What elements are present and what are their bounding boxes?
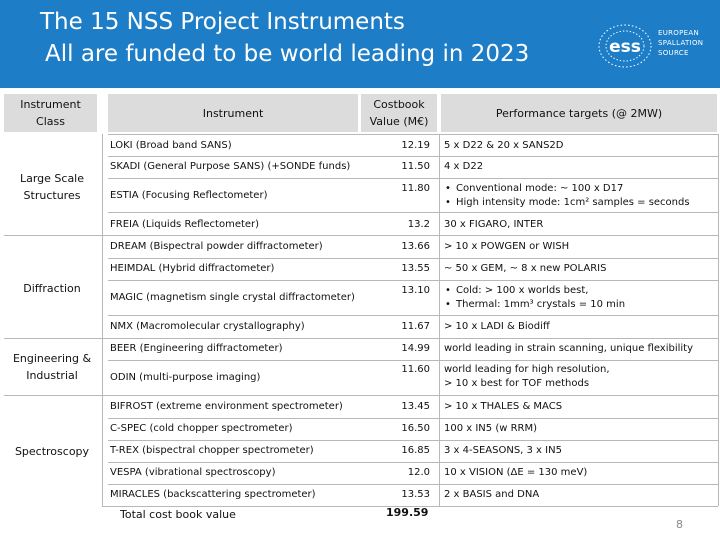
performance-target-list: Cold: > 100 x worlds best, Thermal: 1mm³… <box>444 284 625 312</box>
table-rule <box>108 280 718 281</box>
header-instrument: Instrument <box>108 94 358 132</box>
cost-value: 14.99 <box>401 343 430 354</box>
performance-target: 10 x VISION (ΔE = 130 meV) <box>444 467 588 478</box>
title-banner: The 15 NSS Project Instruments All are f… <box>0 0 720 88</box>
table-rule <box>108 156 718 157</box>
instrument-name: BEER (Engineering diffractometer) <box>110 343 283 354</box>
table-rule <box>108 440 718 441</box>
performance-target: 100 x IN5 (w RRM) <box>444 423 538 434</box>
ess-logo-mark-icon: ess <box>598 24 652 68</box>
header-performance-targets-label: Performance targets (@ 2MW) <box>495 106 663 120</box>
cost-value: 13.10 <box>401 285 430 296</box>
instrument-name: C-SPEC (cold chopper spectrometer) <box>110 423 293 434</box>
cost-value: 13.45 <box>401 401 430 412</box>
table-rule <box>108 484 718 485</box>
performance-target-item: Conventional mode: ~ 100 x D17 <box>444 182 690 196</box>
header-instrument-class-label: Instrument Class <box>20 98 81 128</box>
ess-logo: ess EUROPEAN SPALLATION SOURCE <box>596 22 710 70</box>
cost-value: 13.55 <box>401 263 430 274</box>
instrument-name: T-REX (bispectral chopper spectrometer) <box>110 445 314 456</box>
performance-target-item: Thermal: 1mm³ crystals = 10 min <box>444 298 625 312</box>
class-large-scale-structures: Large Scale Structures <box>19 172 85 202</box>
header-instrument-label: Instrument <box>202 106 264 120</box>
page-number: 8 <box>676 518 683 531</box>
performance-target: 4 x D22 <box>444 161 484 172</box>
cost-value: 12.0 <box>407 467 430 478</box>
ess-logo-text: EUROPEAN SPALLATION SOURCE <box>658 28 703 58</box>
right-border <box>718 134 719 506</box>
instrument-name: ESTIA (Focusing Reflectometer) <box>110 190 268 201</box>
performance-target-line: world leading for high resolution, <box>444 364 610 375</box>
performance-target: 30 x FIGARO, INTER <box>444 219 544 230</box>
ess-logo-line-1: EUROPEAN <box>658 29 699 37</box>
instrument-name: FREIA (Liquids Reflectometer) <box>110 219 260 230</box>
performance-target: > 10 x LADI & Biodiff <box>444 321 550 332</box>
performance-target-item: Cold: > 100 x worlds best, <box>444 284 625 298</box>
performance-target-line: > 10 x best for TOF methods <box>444 378 590 389</box>
class-group-rule <box>4 235 718 236</box>
ess-logo-line-2: SPALLATION <box>658 39 704 47</box>
performance-target: ~ 50 x GEM, ~ 8 x new POLARIS <box>444 263 607 274</box>
cost-value: 13.2 <box>407 219 430 230</box>
performance-target: world leading in strain scanning, unique… <box>444 343 694 354</box>
ess-logo-line-3: SOURCE <box>658 49 689 57</box>
instrument-name: NMX (Macromolecular crystallography) <box>110 321 305 332</box>
total-cost-value: 199.59 <box>386 506 429 519</box>
table-rule <box>108 315 718 316</box>
instrument-name: VESPA (vibrational spectroscopy) <box>110 467 276 478</box>
instrument-name: MIRACLES (backscattering spectrometer) <box>110 489 316 500</box>
class-diffraction: Diffraction <box>23 282 81 295</box>
instrument-name: BIFROST (extreme environment spectromete… <box>110 401 343 412</box>
performance-target: 2 x BASIS and DNA <box>444 489 540 500</box>
cost-value: 13.53 <box>401 489 430 500</box>
instrument-name: ODIN (multi-purpose imaging) <box>110 372 261 383</box>
class-group-rule <box>4 338 718 339</box>
total-cost-label: Total cost book value <box>120 508 236 521</box>
class-spectroscopy: Spectroscopy <box>14 445 90 458</box>
class-group-rule <box>4 395 718 396</box>
cost-value: 16.50 <box>401 423 430 434</box>
table-rule <box>108 418 718 419</box>
column-divider-class <box>102 134 103 506</box>
column-divider-cost <box>439 134 440 506</box>
instrument-name: LOKI (Broad band SANS) <box>110 140 232 151</box>
header-performance-targets: Performance targets (@ 2MW) <box>441 94 717 132</box>
cost-value: 16.85 <box>401 445 430 456</box>
table-rule <box>108 462 718 463</box>
slide-title-line-1: The 15 NSS Project Instruments <box>40 9 405 35</box>
header-costbook-value: Costbook Value (M€) <box>361 94 437 132</box>
slide-title-line-2: All are funded to be world leading in 20… <box>45 41 530 67</box>
slide-title: The 15 NSS Project Instruments All are f… <box>40 6 529 70</box>
instrument-name: HEIMDAL (Hybrid diffractometer) <box>110 263 275 274</box>
performance-target: world leading for high resolution, > 10 … <box>444 363 610 391</box>
table-rule <box>108 360 718 361</box>
cost-value: 13.66 <box>401 241 430 252</box>
instrument-name: SKADI (General Purpose SANS) (+SONDE fun… <box>110 161 351 172</box>
table-rule <box>108 258 718 259</box>
header-costbook-value-label: Costbook Value (M€) <box>369 98 429 128</box>
class-engineering-industrial: Engineering & Industrial <box>12 352 92 382</box>
ess-logo-mark-text: ess <box>609 37 641 57</box>
performance-target-item: High intensity mode: 1cm² samples = seco… <box>444 196 690 210</box>
performance-target: 5 x D22 & 20 x SANS2D <box>444 140 564 151</box>
instrument-name: DREAM (Bispectral powder diffractometer) <box>110 241 323 252</box>
performance-target-list: Conventional mode: ~ 100 x D17 High inte… <box>444 182 690 210</box>
header-instrument-class: Instrument Class <box>4 94 97 132</box>
table-rule <box>108 178 718 179</box>
table-rule <box>108 212 718 213</box>
performance-target: 3 x 4-SEASONS, 3 x IN5 <box>444 445 562 456</box>
cost-value: 11.67 <box>401 321 430 332</box>
cost-value: 12.19 <box>401 140 430 151</box>
performance-target: > 10 x THALES & MACS <box>444 401 563 412</box>
table-rule <box>108 134 718 135</box>
cost-value: 11.60 <box>401 364 430 375</box>
table-bottom-rule <box>102 506 718 507</box>
cost-value: 11.50 <box>401 161 430 172</box>
instrument-name: MAGIC (magnetism single crystal diffract… <box>110 292 355 303</box>
cost-value: 11.80 <box>401 183 430 194</box>
performance-target: > 10 x POWGEN or WISH <box>444 241 570 252</box>
